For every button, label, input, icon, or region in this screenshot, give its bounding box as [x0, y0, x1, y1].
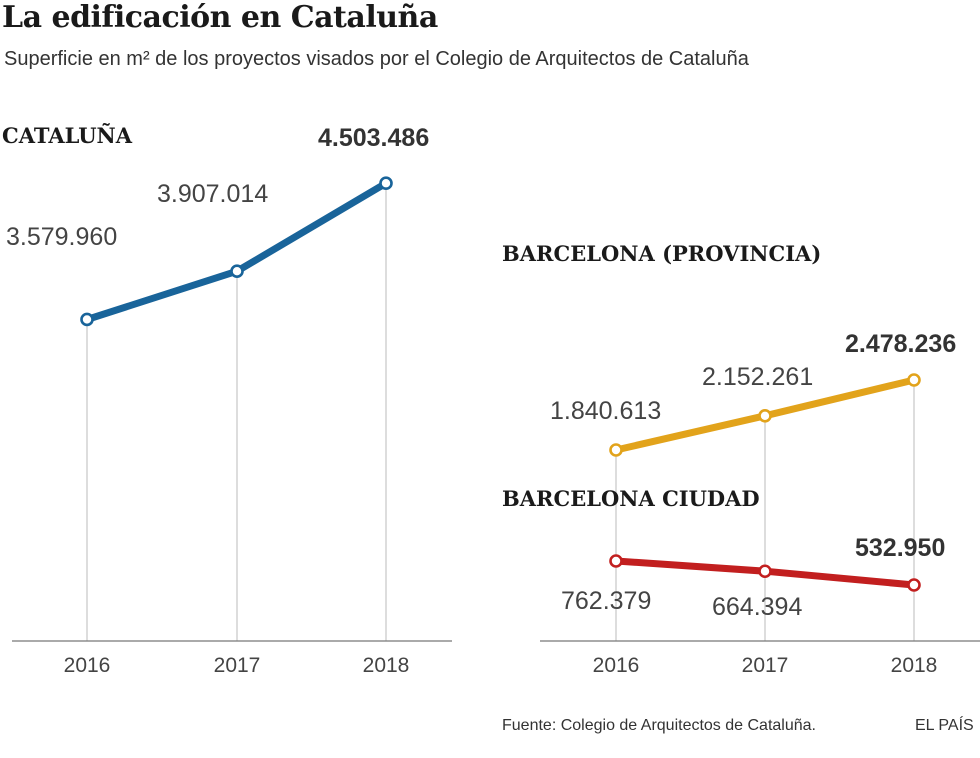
barcelona-x-tick: 2016	[593, 654, 640, 677]
barcelona-provincia-title: BARCELONA (PROVINCIA)	[502, 241, 821, 266]
chart-subtitle: Superficie en m² de los proyectos visado…	[4, 48, 749, 70]
cataluna-data-point	[230, 264, 244, 279]
cataluna-value-label: 3.579.960	[6, 223, 117, 251]
ciudad-value-label: 664.394	[712, 593, 802, 621]
ciudad-data-point	[758, 564, 772, 579]
provincia-data-point	[907, 373, 921, 387]
provincia-data-point	[609, 443, 623, 457]
cataluna-x-tick: 2017	[214, 654, 261, 677]
ciudad-value-label: 762.379	[561, 587, 651, 615]
cataluna-value-label: 4.503.486	[318, 124, 429, 152]
series-lines	[80, 176, 921, 592]
chart-title: La edificación en Cataluña	[2, 0, 438, 35]
cataluna-title: CATALUÑA	[2, 123, 133, 148]
cataluna-x-tick: 2016	[64, 654, 111, 677]
gridlines	[86, 183, 915, 641]
ciudad-data-point	[907, 578, 921, 592]
cataluna-x-tick: 2018	[363, 654, 410, 677]
ciudad-value-label: 532.950	[855, 534, 945, 562]
provincia-value-label: 2.152.261	[702, 363, 813, 391]
brand-logo-text: EL PAÍS	[915, 717, 974, 734]
provincia-value-label: 1.840.613	[550, 397, 661, 425]
cataluna-data-point	[379, 176, 393, 191]
barcelona-ciudad-title: BARCELONA CIUDAD	[502, 486, 760, 511]
provincia-value-label: 2.478.236	[845, 330, 956, 358]
cataluna-data-point	[80, 312, 94, 327]
provincia-data-point	[758, 408, 772, 423]
barcelona-x-tick: 2017	[742, 654, 789, 677]
cataluna-value-label: 3.907.014	[157, 180, 268, 208]
ciudad-data-point	[609, 554, 623, 568]
source-note: Fuente: Colegio de Arquitectos de Catalu…	[502, 717, 816, 734]
barcelona-x-tick: 2018	[891, 654, 938, 677]
